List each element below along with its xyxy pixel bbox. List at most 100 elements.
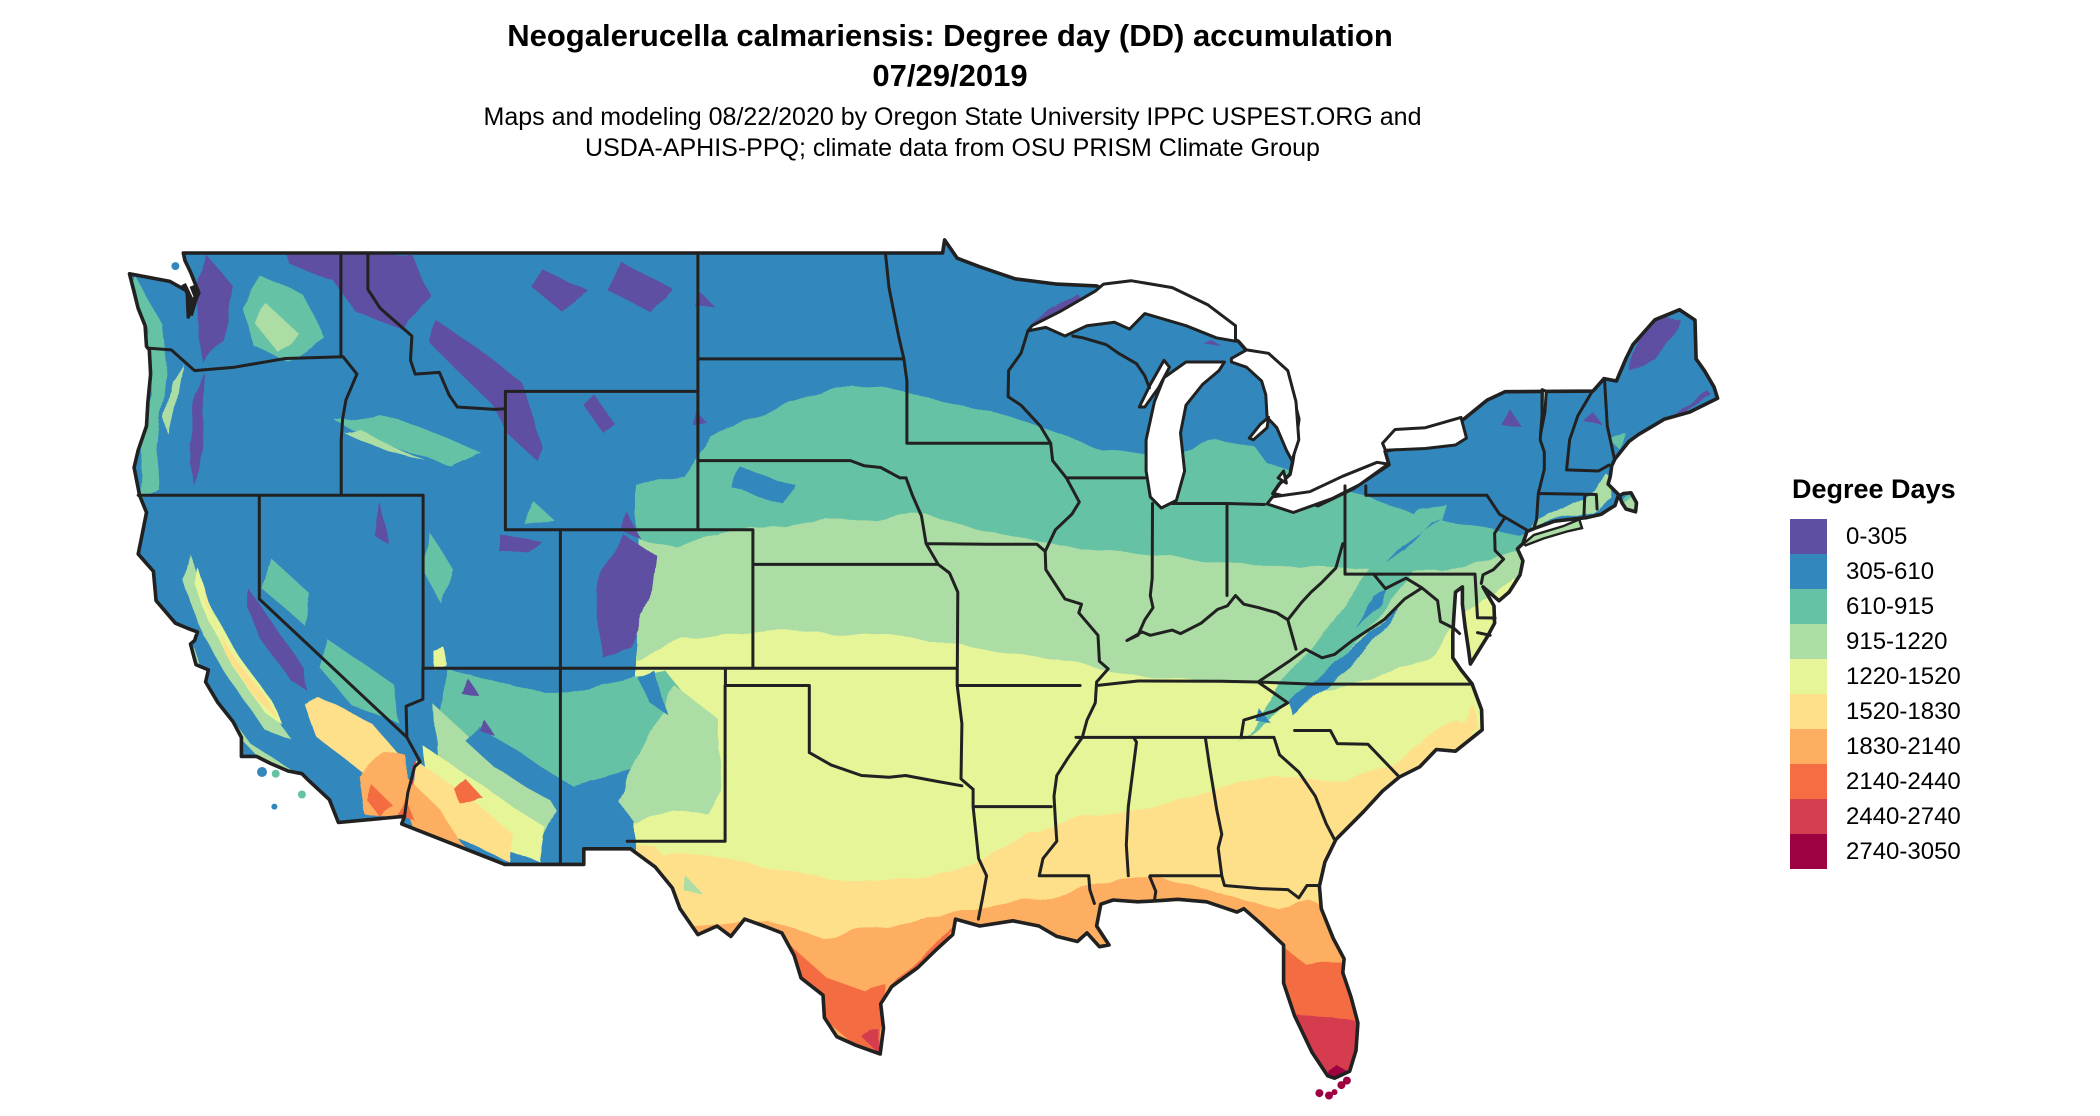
legend: Degree Days 0-305 305-610 610-915 915-1220 1… (1790, 474, 1961, 869)
lake-huron (1229, 348, 1301, 463)
fill-maine-north-purple (1628, 315, 1681, 371)
legend-label: 2440-2740 (1846, 802, 1961, 830)
fill-az-phoenix-dorange (454, 778, 485, 807)
legend-swatch (1790, 519, 1827, 554)
fill-central-valley-yg (196, 567, 282, 724)
legend-entry: 0-305 (1790, 519, 1961, 554)
fill-ut-stgeorge-yg (429, 644, 447, 669)
fill-kaibab-purple (460, 678, 480, 696)
fill-co-rockies-purple (594, 533, 656, 658)
fill-nm-south-yg (636, 810, 722, 859)
map-date: 07/29/2019 (872, 58, 1028, 93)
lake-michigan (1144, 360, 1226, 510)
fill-ut-west-teal (424, 529, 455, 606)
legend-label: 1520-1830 (1846, 697, 1961, 725)
subtitle-block: Maps and modeling 08/22/2020 by Oregon S… (0, 102, 1905, 164)
legend-swatch (1790, 834, 1827, 869)
legend-label: 2140-2440 (1846, 767, 1961, 795)
fill-central-valley-green (185, 554, 290, 738)
fill-wa-cascades-purple (196, 253, 235, 364)
subtitle-line-1: Maps and modeling 08/22/2020 by Oregon S… (483, 103, 1422, 131)
fill-columbia-basin-green (253, 304, 298, 350)
fill-bighorn-purple (583, 394, 617, 433)
puget-sound (181, 283, 199, 316)
channel-island (271, 769, 280, 778)
fill-snake-plain-green (344, 429, 430, 465)
florida-key (1337, 1081, 1346, 1090)
fill-uinta-purple (498, 533, 537, 551)
lake-st-clair (1276, 469, 1288, 485)
title-block: Neogalerucella calmariensis: Degree day … (0, 16, 1900, 96)
legend-label: 610-915 (1846, 592, 1935, 620)
fill-ne-sandhills-blue (732, 467, 796, 503)
lake-erie (1265, 460, 1390, 514)
legend-swatch (1790, 659, 1827, 694)
fill-blue-ridge-blue (1290, 599, 1409, 717)
legend-swatch (1790, 589, 1827, 624)
fill-ruby-purple (372, 502, 389, 544)
legend-entry: 2140-2440 (1790, 764, 1961, 799)
legend-entry: 305-610 (1790, 554, 1961, 589)
fill-ne-coast-green (1529, 474, 1615, 530)
legend-title: Degree Days (1792, 474, 1956, 504)
fill-up-purple-dot (1202, 339, 1222, 347)
channel-island (271, 803, 278, 810)
fill-me-coast-teal (1609, 432, 1626, 451)
fill-wy-sw-teal (523, 502, 554, 523)
lake-ontario (1381, 415, 1468, 452)
fill-central-valley-yellow (204, 585, 276, 717)
fill-newa-id-purple (286, 253, 430, 330)
point-roberts-dot (171, 262, 180, 271)
fill-sangre-blue (638, 671, 667, 714)
legend-label: 1830-2140 (1846, 732, 1961, 760)
legend-swatch (1790, 624, 1827, 659)
fill-imperial-dorange (366, 782, 394, 817)
fill-az-yellow (410, 758, 513, 862)
page-title: Neogalerucella calmariensis: Degree day … (507, 18, 1393, 53)
fill-adirondack-purple (1502, 412, 1525, 430)
subtitle-line-2: USDA-APHIS-PPQ; climate data from OSU PR… (585, 134, 1320, 162)
long-island (1521, 517, 1584, 547)
green-bay (1137, 358, 1171, 409)
fill-pa-ridge-blue (1386, 519, 1442, 565)
saginaw-bay (1247, 415, 1270, 442)
fill-mt-plains-purple-2 (528, 266, 590, 312)
fill-az-orange (403, 775, 482, 862)
fill-sf-peaks-purple (479, 720, 493, 734)
legend-swatch (1790, 729, 1827, 764)
legend-swatch (1790, 764, 1827, 799)
fill-nv-south-teal (317, 637, 400, 724)
fill-mt-plains-purple-1 (608, 259, 672, 312)
fill-sierra-purple (245, 588, 309, 693)
fill-wv-highlands-blue (1340, 588, 1387, 644)
fill-smoky-blue (1254, 709, 1272, 724)
legend-label: 2740-3050 (1846, 837, 1961, 865)
fill-fl-red (1291, 1014, 1357, 1077)
legend-entry: 2740-3050 (1790, 834, 1961, 869)
fill-tx-red-tip (861, 1029, 880, 1054)
legend-entry: 1220-1520 (1790, 659, 1961, 694)
florida-key (1325, 1091, 1333, 1100)
fill-nv-west-teal (262, 557, 312, 627)
florida-key (1315, 1089, 1324, 1098)
fill-snake-plain-teal (336, 415, 482, 468)
florida-key (1342, 1076, 1351, 1085)
fill-davis-mtns-green (682, 875, 702, 894)
fill-nm-east-green (616, 685, 719, 835)
legend-label: 1220-1520 (1846, 662, 1961, 690)
fill-white-mtns-purple (1584, 412, 1604, 426)
fill-mojave-yellow (306, 695, 403, 776)
legend-entry: 1520-1830 (1790, 694, 1961, 729)
legend-label: 915-1220 (1846, 627, 1948, 655)
legend-swatch (1790, 799, 1827, 834)
fill-or-cascades-purple (187, 374, 207, 485)
florida-key (1331, 1089, 1338, 1096)
fill-outer-banks-yellow (1444, 706, 1481, 748)
channel-island (257, 767, 267, 777)
fill-colorado-river-red (406, 754, 415, 793)
fill-az-yg-ring (421, 744, 546, 862)
fill-wmt-yellowstone-purple (429, 322, 543, 461)
fill-pnw-coast-teal (130, 273, 166, 496)
legend-rows: 0-305 305-610 610-915 915-1220 1220-1520 1520… (1790, 519, 1961, 869)
